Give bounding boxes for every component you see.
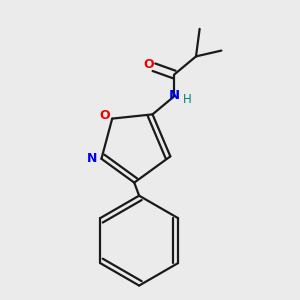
Text: H: H (183, 93, 192, 106)
Text: N: N (87, 152, 97, 165)
Text: N: N (169, 89, 180, 102)
Text: O: O (144, 58, 154, 71)
Text: O: O (100, 109, 110, 122)
